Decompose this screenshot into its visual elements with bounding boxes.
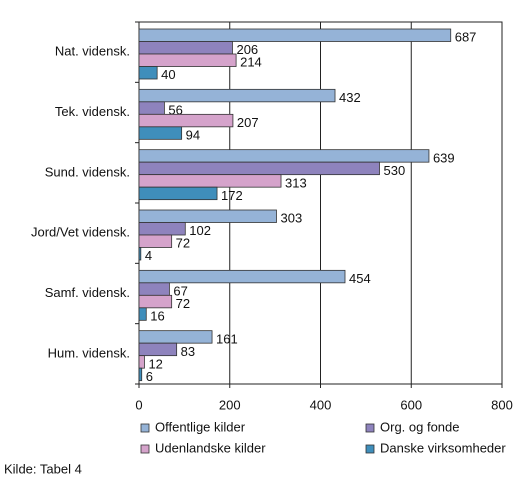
legend-label: Org. og fonde <box>380 419 460 434</box>
value-label: 6 <box>146 369 153 384</box>
bar <box>138 234 173 248</box>
bar <box>138 126 183 140</box>
bar <box>138 307 147 321</box>
y-tick-label: Jord/Vet vidensk. <box>31 225 130 240</box>
bar <box>138 88 336 103</box>
legend-label: Danske virksomheder <box>380 440 506 455</box>
bar <box>138 161 380 176</box>
legend-swatch <box>365 444 375 454</box>
legend-swatch <box>140 423 150 433</box>
value-label: 12 <box>148 356 162 371</box>
value-label: 206 <box>236 42 258 57</box>
bar <box>138 28 452 42</box>
value-label: 639 <box>433 150 455 165</box>
bar <box>138 174 282 188</box>
y-tick-label: Tek. vidensk. <box>55 104 130 119</box>
value-label: 83 <box>181 344 195 359</box>
value-label: 161 <box>216 331 238 346</box>
value-label: 313 <box>285 175 307 190</box>
bar <box>138 367 143 382</box>
bar <box>138 186 218 201</box>
value-label: 172 <box>221 188 243 203</box>
value-label: 432 <box>339 90 361 105</box>
bar <box>138 342 178 357</box>
value-label: 16 <box>150 309 164 324</box>
value-label: 67 <box>173 284 187 299</box>
bar <box>138 222 186 236</box>
legend-swatch <box>140 444 150 454</box>
bar <box>138 53 237 67</box>
legend-label: Offentlige kilder <box>155 419 246 434</box>
bar <box>138 282 170 296</box>
bar <box>138 101 165 115</box>
value-label: 207 <box>237 115 259 130</box>
legend-swatch <box>365 423 375 433</box>
value-label: 40 <box>161 67 175 82</box>
bar <box>138 330 213 344</box>
source-note: Kilde: Tabel 4 <box>4 461 82 476</box>
x-tick-label: 400 <box>310 397 332 412</box>
bar <box>138 247 142 261</box>
y-tick-label: Hum. vidensk. <box>48 345 130 360</box>
y-tick-label: Nat. vidensk. <box>55 44 130 59</box>
value-label: 56 <box>168 103 182 118</box>
x-tick-label: 800 <box>491 397 513 412</box>
bar <box>138 355 145 369</box>
x-tick-label: 600 <box>400 397 422 412</box>
bar <box>138 209 277 223</box>
value-label: 94 <box>186 128 200 143</box>
value-label: 303 <box>280 211 302 226</box>
y-tick-label: Sund. vidensk. <box>45 164 130 179</box>
x-tick-label: 200 <box>219 397 241 412</box>
value-label: 214 <box>240 55 262 70</box>
bar <box>138 269 346 284</box>
y-tick-label: Samf. vidensk. <box>45 285 130 300</box>
legend-label: Udenlandske kilder <box>155 440 266 455</box>
bar <box>138 149 430 163</box>
x-tick-label: 0 <box>135 397 142 412</box>
bar <box>138 41 233 55</box>
bar <box>138 294 173 309</box>
value-label: 530 <box>383 163 405 178</box>
value-label: 687 <box>455 30 477 45</box>
value-label: 102 <box>189 223 211 238</box>
bar <box>138 113 234 128</box>
bar <box>138 66 158 80</box>
value-label: 72 <box>176 296 190 311</box>
value-label: 72 <box>176 236 190 251</box>
value-label: 4 <box>145 248 152 263</box>
value-label: 454 <box>349 271 371 286</box>
